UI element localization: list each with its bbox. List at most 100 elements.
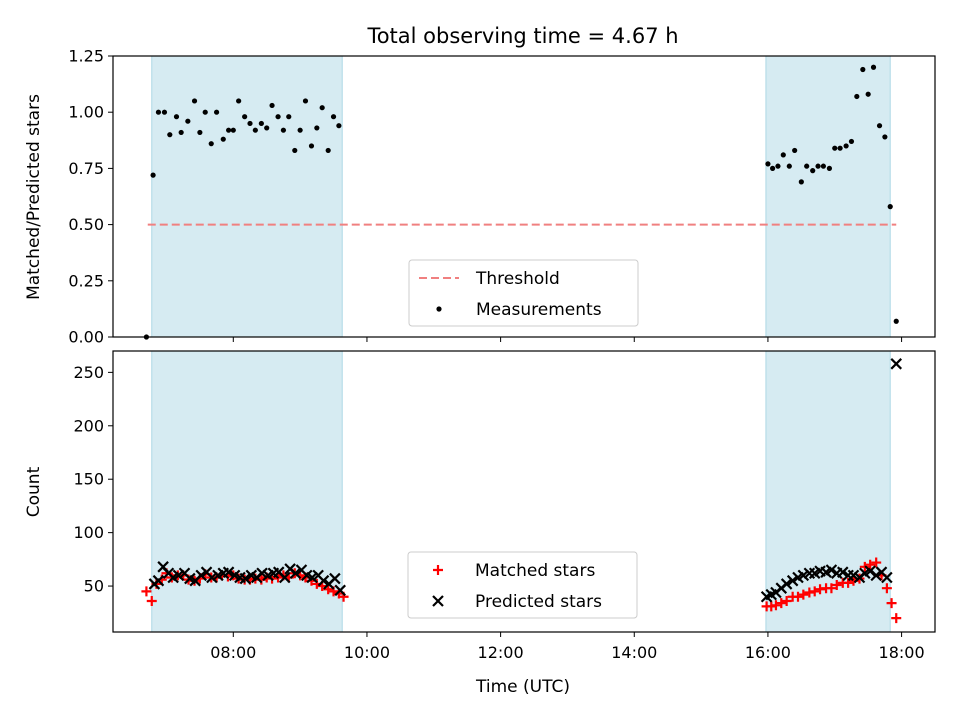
measurements-point (275, 114, 281, 120)
predicted-stars-point (317, 574, 330, 587)
legend-marker-swatch (432, 595, 444, 607)
measurements-point (258, 120, 264, 127)
x-tick-label: 08:00 (210, 643, 256, 662)
measurements-point (155, 109, 162, 115)
measurements-point (330, 114, 337, 120)
measurements-point (264, 125, 270, 131)
y-tick-label: 50 (84, 577, 104, 596)
measurements-point (302, 98, 309, 104)
measurements-point (161, 109, 168, 115)
matched-stars-point (826, 583, 837, 594)
measurements-point (269, 102, 275, 109)
measurements-point (826, 165, 833, 171)
measurements-point (280, 127, 287, 133)
measurements-point (780, 152, 786, 158)
y-tick-label: 150 (73, 470, 104, 489)
measurements-point (292, 147, 298, 154)
measurements-point (843, 143, 849, 149)
predicted-stars-point (289, 567, 302, 580)
predicted-stars-point (825, 564, 838, 576)
measurements-point (798, 179, 804, 185)
measurements-point (319, 105, 325, 111)
predicted-stars-point (152, 574, 165, 587)
y-tick-label: 100 (73, 523, 104, 542)
measurements-point (820, 163, 826, 169)
matched-stars-point (891, 613, 902, 624)
y-tick-label: 0.25 (68, 271, 104, 290)
legend-box (408, 259, 639, 327)
matched-stars-point (146, 596, 157, 607)
legend-entry-label: Measurements (476, 300, 602, 320)
measurements-point (786, 163, 792, 169)
matched-stars-point (831, 579, 842, 590)
measurements-point (314, 125, 320, 131)
measurements-point (230, 127, 236, 133)
measurements-point (208, 141, 214, 147)
measurements-point (220, 136, 226, 142)
predicted-stars-point (890, 358, 903, 370)
measurements-point (804, 163, 810, 169)
observing-span-1 (765, 350, 891, 633)
measurements-point (832, 145, 838, 151)
measurements-point (226, 127, 232, 133)
predicted-stars-point (222, 566, 235, 578)
observing-span-1 (765, 55, 891, 338)
y-tick-label: 0.50 (68, 215, 104, 234)
measurements-point (236, 98, 242, 104)
x-tick-label: 14:00 (611, 643, 657, 662)
legend-marker-swatch (433, 565, 443, 575)
y-tick-label: 0.00 (68, 328, 104, 347)
matched-stars-point (141, 586, 152, 597)
measurements-point (242, 114, 248, 120)
legend: Matched stars Predicted stars (407, 551, 638, 619)
x-tick-label: 12:00 (478, 643, 524, 662)
matched-stars-point (865, 559, 876, 570)
matched-stars-point (770, 600, 781, 611)
y-tick-label: 1.00 (68, 103, 104, 122)
measurements-point (173, 114, 180, 120)
legend-box (407, 551, 638, 619)
matched-stars-point (781, 596, 792, 607)
measurements-point (185, 118, 191, 124)
count-panel: 50 100 150 200 250 08:00 10:00 12:00 14:00 16:00 1… (73, 350, 936, 662)
measurements-point (202, 109, 208, 115)
measurements-point (876, 123, 883, 129)
measurements-point (792, 147, 798, 154)
predicted-stars-point (334, 584, 346, 597)
legend-entry-label: Threshold (475, 269, 560, 289)
y-tick-label: 0.75 (68, 159, 104, 178)
matched-stars-point (881, 583, 892, 594)
predicted-stars-point (278, 571, 291, 584)
measurements-point (887, 204, 893, 210)
axes-frame (112, 55, 936, 338)
measurements-point (815, 163, 821, 169)
matched-stars-point (793, 591, 803, 602)
predicted-stars-point (836, 566, 849, 578)
legend-entry-label: Matched stars (475, 561, 595, 581)
measurements-point (854, 93, 860, 100)
y-tick-label: 1.25 (68, 47, 104, 66)
y-axis-label-count: Count (24, 466, 44, 517)
ratio-panel: 0.00 0.25 0.50 0.75 1.00 1.25 Threshold Measure… (68, 47, 936, 347)
measurements-point (336, 123, 342, 129)
matched-stars-point (886, 598, 897, 609)
measurements-point (770, 165, 776, 171)
measurements-point (865, 91, 871, 97)
measurements-point (882, 134, 888, 140)
predicted-stars-point (195, 569, 207, 582)
measurements-point (178, 129, 184, 136)
predicted-stars-point (780, 578, 793, 590)
y-axis-label-ratio: Matched/Predicted stars (24, 94, 44, 300)
measurements-point (848, 138, 855, 145)
measurements-point (252, 127, 258, 133)
measurements-point (308, 143, 315, 149)
matched-stars-point (776, 598, 787, 609)
predicted-stars-point (870, 569, 882, 582)
measurements-point (837, 145, 843, 151)
observing-span-0 (151, 55, 343, 338)
measurements-point (197, 129, 203, 136)
matched-stars-point (809, 586, 820, 597)
measurements-point (150, 172, 156, 178)
predicted-stars-point (864, 565, 876, 577)
